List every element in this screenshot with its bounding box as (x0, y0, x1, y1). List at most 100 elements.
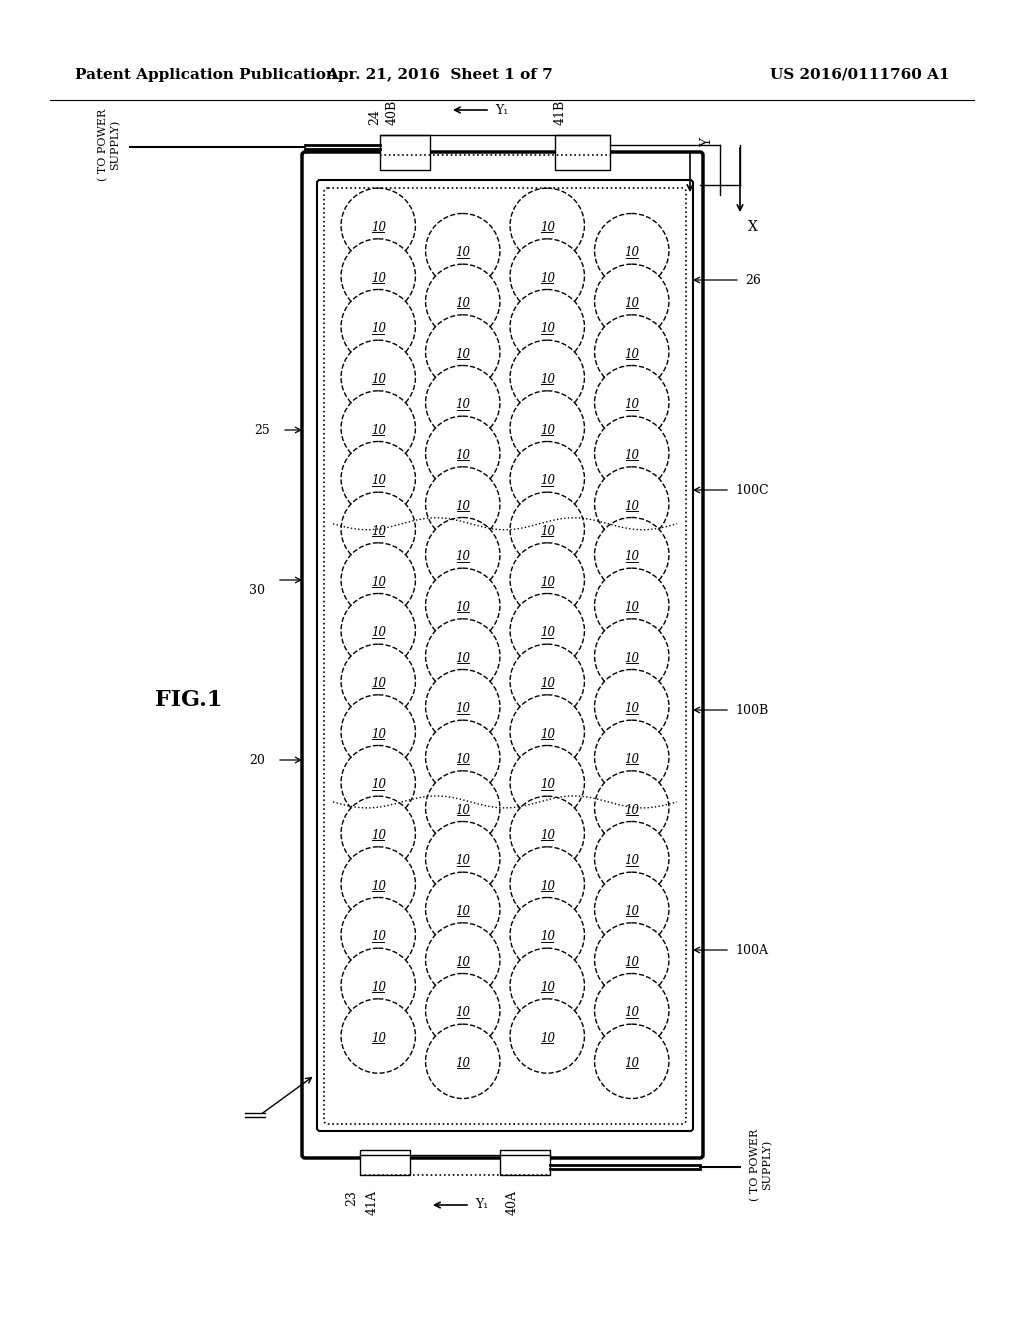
Circle shape (510, 796, 585, 870)
Circle shape (341, 948, 416, 1023)
Text: 10: 10 (625, 752, 639, 766)
Circle shape (595, 315, 669, 389)
Text: 10: 10 (456, 246, 470, 259)
Circle shape (595, 1024, 669, 1098)
Circle shape (426, 771, 500, 845)
Text: 10: 10 (371, 626, 386, 639)
Circle shape (595, 366, 669, 440)
Circle shape (426, 568, 500, 643)
Text: 10: 10 (540, 677, 555, 690)
Circle shape (426, 467, 500, 541)
Circle shape (426, 517, 500, 591)
Circle shape (341, 239, 416, 313)
Circle shape (510, 948, 585, 1023)
Text: 10: 10 (371, 677, 386, 690)
Text: 10: 10 (371, 474, 386, 487)
Text: 10: 10 (371, 322, 386, 335)
Text: 100A: 100A (735, 944, 768, 957)
Circle shape (341, 492, 416, 566)
Circle shape (341, 898, 416, 972)
Text: 10: 10 (625, 956, 639, 969)
Circle shape (426, 366, 500, 440)
Circle shape (595, 721, 669, 795)
Circle shape (595, 467, 669, 541)
Text: 10: 10 (540, 626, 555, 639)
Text: 10: 10 (540, 272, 555, 285)
Text: 10: 10 (371, 981, 386, 994)
Text: 10: 10 (371, 931, 386, 944)
Text: 10: 10 (540, 879, 555, 892)
Text: 10: 10 (540, 322, 555, 335)
Text: 10: 10 (371, 829, 386, 842)
Text: 10: 10 (540, 829, 555, 842)
Text: 10: 10 (456, 1057, 470, 1069)
Circle shape (510, 492, 585, 566)
Text: 10: 10 (456, 752, 470, 766)
Text: 10: 10 (456, 854, 470, 867)
Circle shape (595, 973, 669, 1048)
Circle shape (341, 543, 416, 618)
Text: 10: 10 (371, 525, 386, 537)
Bar (555, 135, 610, 170)
Text: 10: 10 (625, 601, 639, 614)
Text: 10: 10 (456, 399, 470, 411)
Circle shape (341, 289, 416, 364)
Circle shape (341, 796, 416, 870)
Circle shape (510, 898, 585, 972)
Circle shape (426, 619, 500, 693)
Text: 10: 10 (456, 449, 470, 462)
Text: 100B: 100B (735, 704, 768, 717)
Circle shape (595, 214, 669, 288)
Text: US 2016/0111760 A1: US 2016/0111760 A1 (770, 69, 950, 82)
Text: 25: 25 (254, 424, 270, 437)
Circle shape (510, 543, 585, 618)
Circle shape (341, 341, 416, 414)
Circle shape (510, 289, 585, 364)
Text: 10: 10 (540, 525, 555, 537)
Circle shape (426, 873, 500, 946)
Text: 10: 10 (625, 499, 639, 512)
Circle shape (510, 341, 585, 414)
Circle shape (595, 923, 669, 997)
Circle shape (426, 315, 500, 389)
Circle shape (510, 847, 585, 921)
Text: 10: 10 (456, 601, 470, 614)
Text: 10: 10 (540, 576, 555, 589)
Circle shape (426, 264, 500, 338)
Text: 10: 10 (625, 702, 639, 715)
Circle shape (510, 999, 585, 1073)
Text: 10: 10 (456, 956, 470, 969)
Text: FIG.1: FIG.1 (155, 689, 222, 711)
Text: ( TO POWER
SUPPLY): ( TO POWER SUPPLY) (97, 108, 120, 181)
Text: 10: 10 (371, 272, 386, 285)
Text: 10: 10 (540, 981, 555, 994)
Circle shape (510, 594, 585, 668)
Circle shape (510, 746, 585, 820)
Text: 10: 10 (456, 499, 470, 512)
Circle shape (510, 441, 585, 516)
Text: 10: 10 (456, 297, 470, 310)
Text: 10: 10 (625, 347, 639, 360)
Circle shape (595, 821, 669, 896)
Text: X: X (748, 220, 758, 234)
Text: 10: 10 (456, 652, 470, 664)
Text: 10: 10 (540, 474, 555, 487)
Text: 10: 10 (371, 576, 386, 589)
Circle shape (510, 694, 585, 770)
Text: 10: 10 (456, 347, 470, 360)
Circle shape (341, 999, 416, 1073)
Circle shape (341, 644, 416, 718)
Circle shape (341, 594, 416, 668)
Text: ( TO POWER
SUPPLY): ( TO POWER SUPPLY) (750, 1129, 772, 1201)
Circle shape (595, 771, 669, 845)
Text: 10: 10 (456, 702, 470, 715)
Circle shape (426, 1024, 500, 1098)
Text: Y₁: Y₁ (475, 1199, 488, 1212)
Text: 10: 10 (625, 854, 639, 867)
Circle shape (341, 189, 416, 263)
Text: 10: 10 (371, 424, 386, 437)
Circle shape (510, 391, 585, 465)
Text: 10: 10 (625, 399, 639, 411)
Text: 10: 10 (625, 1057, 639, 1069)
Text: 10: 10 (371, 220, 386, 234)
